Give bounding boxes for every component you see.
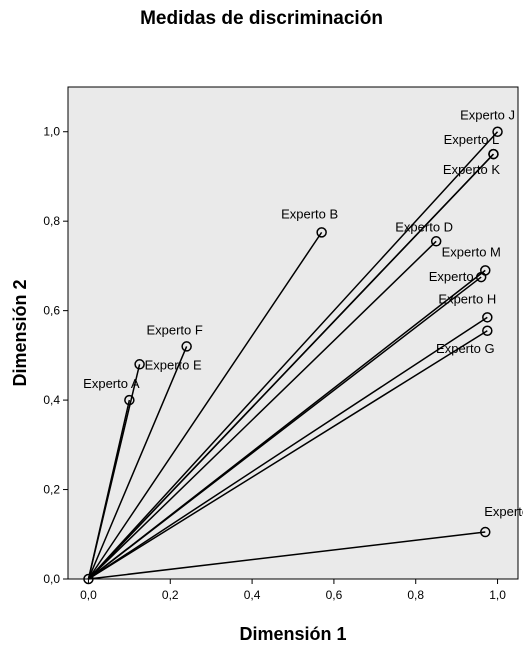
y-tick-label: 0,6: [43, 304, 60, 318]
point-label: Experto E: [145, 357, 202, 372]
data-point: [475, 271, 487, 283]
vector-line: [87, 364, 141, 580]
data-point: [482, 312, 493, 323]
axes-layer: 0,0 0,2 0,4 0,6 0,8 1,0 0,0 0,2 0,4 0,6 0,8 1,0: [43, 125, 506, 602]
vector-line: [87, 276, 482, 580]
x-tick-label: 1,0: [489, 588, 506, 602]
x-tick-label: 0,0: [80, 588, 97, 602]
data-point: [488, 148, 499, 160]
point-label: Experto D: [395, 219, 453, 234]
point-label: Experto I: [484, 504, 523, 519]
x-tick-label: 0,8: [407, 588, 424, 602]
vector-line: [88, 330, 488, 580]
point-label: Experto F: [146, 322, 202, 337]
point-label: Experto: [429, 269, 474, 284]
vector-line: [88, 531, 486, 580]
point-label: Experto J: [460, 108, 515, 123]
plot-area: [67, 86, 519, 580]
point-label: Experto L: [444, 132, 500, 147]
point-label: Experto H: [438, 291, 496, 306]
data-point: [134, 359, 145, 370]
x-axis-title: Dimensión 1: [239, 624, 346, 644]
x-tick-label: 0,4: [244, 588, 261, 602]
x-tick-label: 0,2: [162, 588, 179, 602]
point-label: Experto A: [83, 376, 140, 391]
y-tick-label: 0,0: [43, 572, 60, 586]
data-point: [430, 236, 442, 247]
point-label: Experto B: [281, 206, 338, 221]
point-label: Experto G: [436, 341, 495, 356]
vector-line: [87, 346, 188, 580]
point-label: Experto K: [443, 162, 500, 177]
chart-title: Medidas de discriminación: [140, 8, 383, 29]
vector-line: [87, 240, 437, 580]
y-tick-label: 0,2: [43, 483, 60, 497]
vector-line: [87, 153, 494, 580]
data-point: [492, 126, 503, 137]
vectors-layer: [87, 131, 499, 580]
y-tick-label: 0,8: [43, 214, 60, 228]
vector-line: [88, 316, 488, 580]
data-point: [316, 227, 327, 238]
data-point: [482, 325, 493, 337]
data-point: [480, 526, 491, 538]
data-point: [181, 341, 192, 352]
data-point: [124, 394, 135, 406]
y-tick-label: 0,4: [43, 393, 60, 407]
y-axis-title: Dimensión 2: [10, 279, 30, 386]
labels-layer: Experto A Experto E Experto F Experto B Expe…: [83, 108, 523, 519]
vector-line: [87, 131, 499, 580]
vector-line: [87, 231, 323, 580]
point-label: Experto M: [442, 244, 501, 259]
x-tick-label: 0,6: [326, 588, 343, 602]
points-layer: [83, 126, 503, 585]
y-tick-label: 1,0: [43, 125, 60, 139]
